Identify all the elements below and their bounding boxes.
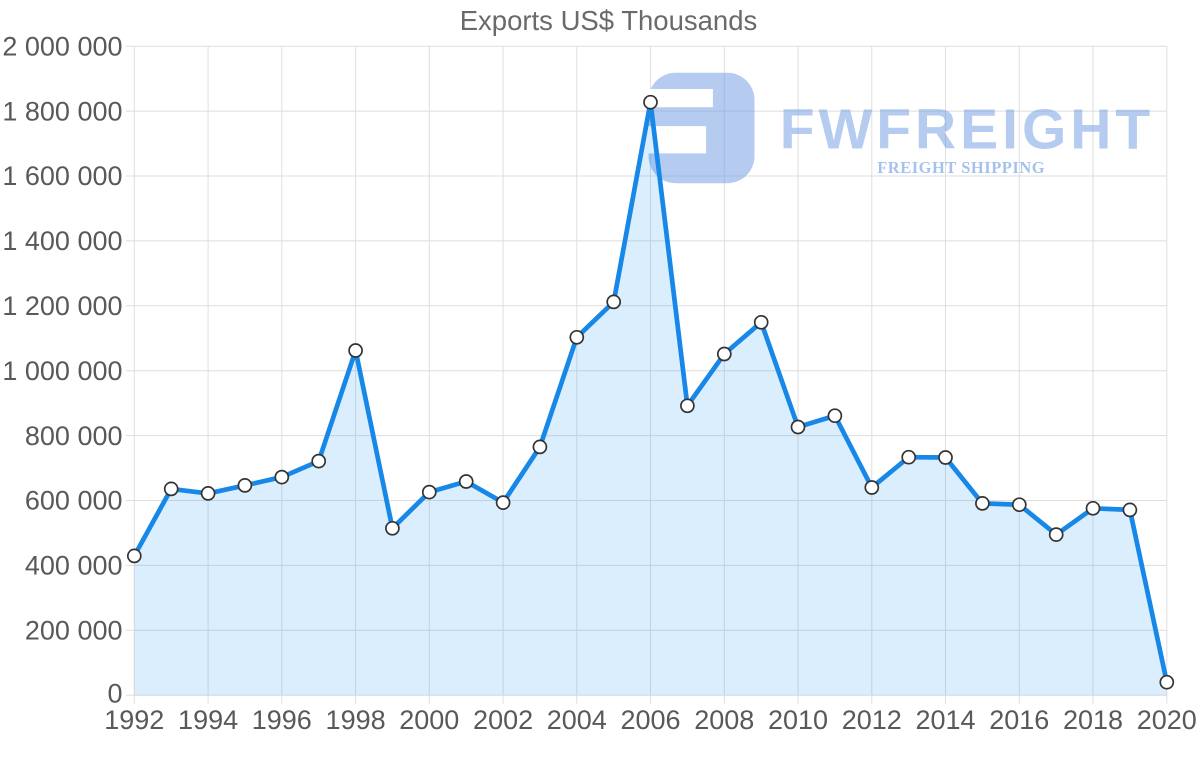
- svg-text:200 000: 200 000: [25, 616, 123, 646]
- svg-text:2018: 2018: [1063, 705, 1123, 735]
- svg-text:2004: 2004: [547, 705, 607, 735]
- svg-text:2014: 2014: [915, 705, 975, 735]
- svg-text:Exports US$ Thousands: Exports US$ Thousands: [460, 5, 758, 36]
- svg-text:0: 0: [107, 678, 122, 708]
- svg-text:1 200 000: 1 200 000: [2, 291, 122, 321]
- svg-text:1 800 000: 1 800 000: [2, 96, 122, 126]
- svg-text:1994: 1994: [178, 705, 238, 735]
- svg-text:2008: 2008: [694, 705, 754, 735]
- svg-text:600 000: 600 000: [25, 486, 123, 516]
- svg-text:2012: 2012: [842, 705, 902, 735]
- svg-text:1 400 000: 1 400 000: [2, 226, 122, 256]
- svg-text:2002: 2002: [473, 705, 533, 735]
- svg-text:FREIGHT SHIPPING: FREIGHT SHIPPING: [877, 158, 1045, 177]
- svg-text:FWFREIGHT: FWFREIGHT: [780, 98, 1151, 162]
- svg-text:400 000: 400 000: [25, 551, 123, 581]
- svg-text:1 600 000: 1 600 000: [2, 161, 122, 191]
- svg-text:800 000: 800 000: [25, 421, 123, 451]
- svg-text:1996: 1996: [252, 705, 312, 735]
- svg-text:1992: 1992: [104, 705, 164, 735]
- svg-text:2010: 2010: [768, 705, 828, 735]
- svg-text:2000: 2000: [399, 705, 459, 735]
- svg-text:2 000 000: 2 000 000: [2, 31, 122, 61]
- svg-text:1998: 1998: [326, 705, 386, 735]
- svg-text:1 000 000: 1 000 000: [2, 356, 122, 386]
- svg-text:2016: 2016: [989, 705, 1049, 735]
- svg-text:2006: 2006: [620, 705, 680, 735]
- svg-text:2020: 2020: [1137, 705, 1197, 735]
